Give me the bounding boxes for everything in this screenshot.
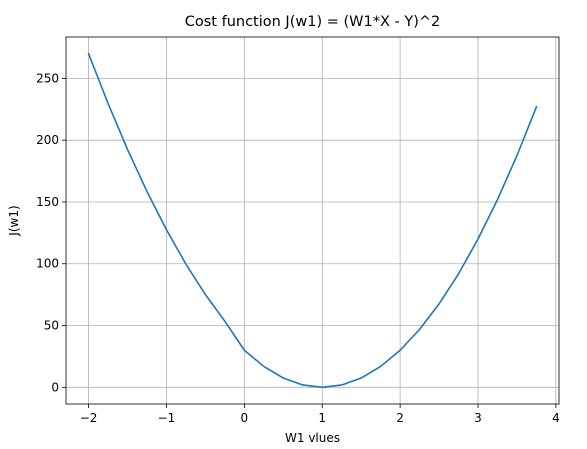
x-tick-label: 4	[552, 411, 560, 425]
plot-frame	[65, 36, 560, 405]
cost-curve-line	[87, 52, 538, 389]
plot-area	[87, 52, 538, 389]
y-tick-label: 0	[51, 380, 59, 394]
y-axis-title: J(w1)	[7, 205, 21, 236]
x-tick-label: 0	[241, 411, 249, 425]
x-tick-label: 1	[318, 411, 326, 425]
y-tick-label: 150	[36, 195, 59, 209]
grid	[66, 37, 559, 404]
x-tick-label: −1	[158, 411, 176, 425]
x-tick-label: 2	[396, 411, 404, 425]
x-tick-label: 3	[474, 411, 482, 425]
chart-title: Cost function J(w1) = (W1*X - Y)^2	[185, 14, 440, 30]
y-tick-label: 200	[36, 133, 59, 147]
y-tick-label: 250	[36, 71, 59, 85]
x-axis-title: W1 vlues	[285, 431, 340, 445]
y-tick-label: 100	[36, 257, 59, 271]
x-axis: −2 −1 0 1 2 3 4	[80, 404, 560, 425]
y-tick-label: 50	[44, 319, 59, 333]
y-axis: 0 50 100 150 200 250	[36, 71, 66, 394]
x-tick-label: −2	[80, 411, 98, 425]
